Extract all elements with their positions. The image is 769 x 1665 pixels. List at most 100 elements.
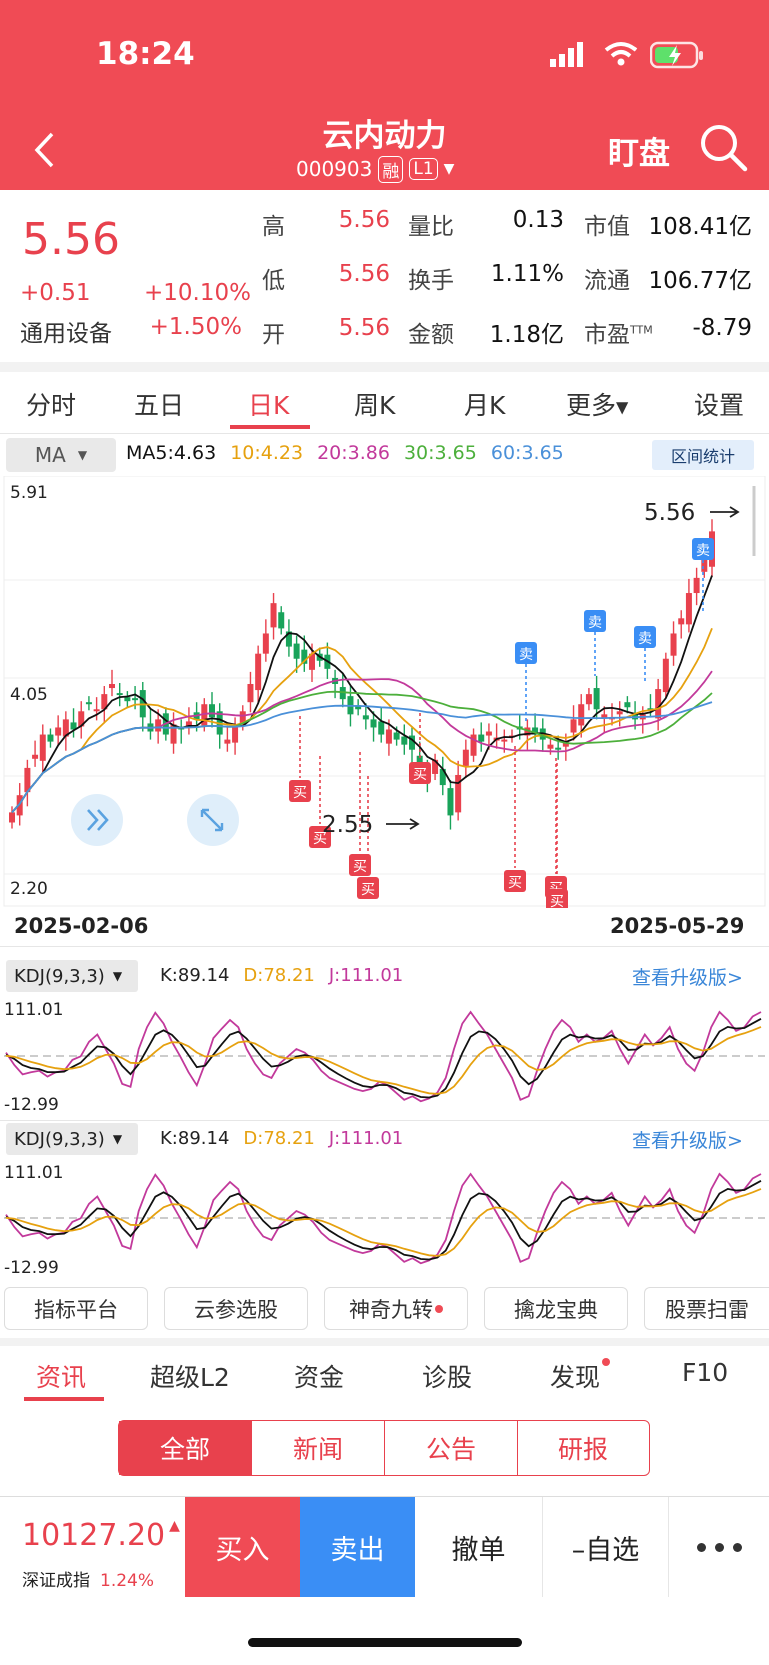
stat-label: 换手 bbox=[408, 268, 454, 294]
divider bbox=[0, 1338, 769, 1346]
upgrade-link[interactable]: 查看升级版> bbox=[632, 967, 743, 989]
candle-body bbox=[670, 633, 677, 656]
chip-dragon-guide[interactable]: 擒龙宝典 bbox=[484, 1287, 628, 1330]
candle-body bbox=[101, 694, 108, 710]
candle-body bbox=[185, 721, 192, 727]
sell-button[interactable]: 卖出 bbox=[300, 1497, 415, 1597]
index-value[interactable]: 10127.20 ▲ bbox=[22, 1518, 180, 1553]
remove-watchlist-button[interactable]: –自选 bbox=[543, 1497, 669, 1597]
price-change: +0.51 bbox=[20, 280, 91, 306]
ma-selector-label: MA bbox=[34, 443, 66, 467]
candle-body bbox=[485, 731, 492, 736]
dot bbox=[714, 1542, 724, 1552]
candle-body bbox=[39, 734, 46, 761]
sell-marker bbox=[634, 626, 656, 648]
candle-body bbox=[93, 709, 100, 712]
watch-button[interactable]: 盯盘 bbox=[608, 136, 670, 172]
chip-stock-scan[interactable]: 股票扫雷 bbox=[644, 1287, 769, 1330]
candle-body bbox=[355, 705, 362, 710]
stat-label: 开 bbox=[262, 322, 285, 348]
ma-value: 60:3.65 bbox=[490, 442, 564, 464]
candle-body bbox=[293, 643, 300, 659]
buy-marker-label: 买 bbox=[413, 767, 427, 783]
home-indicator bbox=[248, 1638, 522, 1647]
kline-chart[interactable]: 5.914.052.20买买买买买买买买卖卖卖卖5.562.55 bbox=[0, 476, 769, 908]
sector-name[interactable]: 通用设备 bbox=[20, 321, 112, 347]
tab-more[interactable]: 更多▼ bbox=[566, 386, 628, 422]
tab-settings[interactable]: 设置 bbox=[694, 391, 745, 420]
sell-marker bbox=[584, 610, 606, 632]
tab-super-l2[interactable]: 超级L2 bbox=[150, 1363, 230, 1392]
candle-body bbox=[655, 689, 662, 719]
tab-f10[interactable]: F10 bbox=[682, 1358, 729, 1387]
candle-body bbox=[562, 741, 569, 747]
tab-weekly-k[interactable]: 周K bbox=[354, 391, 396, 420]
search-icon[interactable] bbox=[698, 122, 748, 172]
ma-value: MA5:4.63 bbox=[126, 442, 217, 464]
ma-value: 20:3.86 bbox=[317, 442, 390, 464]
kdj-selector[interactable]: KDJ(9,3,3) ▼ bbox=[6, 960, 138, 992]
candle-body bbox=[109, 684, 115, 689]
tab-funds[interactable]: 资金 bbox=[294, 1363, 345, 1392]
candle-body bbox=[9, 812, 15, 823]
tab-daily-k[interactable]: 日K bbox=[248, 391, 290, 420]
tab-timeshare[interactable]: 分时 bbox=[26, 391, 77, 420]
more-icon[interactable] bbox=[669, 1497, 769, 1597]
segment-announcements[interactable]: 公告 bbox=[385, 1421, 518, 1475]
tab-monthly-k[interactable]: 月K bbox=[464, 391, 506, 420]
y-min-label: 2.20 bbox=[10, 879, 48, 899]
stat-label: 流通 bbox=[584, 268, 630, 294]
chip-stock-picker[interactable]: 云参选股 bbox=[164, 1287, 308, 1330]
candle-body bbox=[624, 702, 631, 708]
arrow-right-icon bbox=[386, 818, 420, 830]
segment-research[interactable]: 研报 bbox=[557, 1435, 608, 1464]
candle-body bbox=[570, 719, 577, 733]
kdj-chart[interactable] bbox=[0, 996, 769, 1122]
buy-marker-label: 买 bbox=[313, 831, 327, 847]
x-axis-start: 2025-02-06 bbox=[14, 914, 149, 938]
buy-marker-label: 买 bbox=[508, 875, 522, 891]
buy-button[interactable]: 买入 bbox=[185, 1497, 300, 1597]
back-icon[interactable] bbox=[32, 130, 56, 170]
tab-diagnosis[interactable]: 诊股 bbox=[422, 1363, 473, 1392]
kdj-selector[interactable]: KDJ(9,3,3) ▼ bbox=[6, 1123, 138, 1155]
upgrade-link[interactable]: 查看升级版> bbox=[632, 1130, 743, 1152]
buy-marker bbox=[546, 889, 568, 908]
candle-body bbox=[132, 698, 139, 701]
candle-body bbox=[232, 727, 239, 743]
candle-body bbox=[616, 711, 623, 715]
expand-icon bbox=[200, 808, 224, 832]
stat-value: -8.79 bbox=[692, 315, 752, 341]
candle-body bbox=[532, 727, 539, 735]
app-header: 18:24 云内动力 000903 融 L1 ▼ 盯盘 bbox=[0, 0, 769, 190]
chip-magic-nine[interactable]: 神奇九转 bbox=[324, 1287, 468, 1330]
arrow-up-icon: ▲ bbox=[169, 1518, 180, 1534]
stock-code-row[interactable]: 000903 融 L1 ▼ bbox=[296, 154, 454, 184]
segment-news[interactable]: 新闻 bbox=[252, 1421, 385, 1475]
candle-body bbox=[309, 653, 315, 670]
chip-indicator-platform[interactable]: 指标平台 bbox=[4, 1287, 148, 1330]
candle-body bbox=[270, 603, 277, 628]
range-stats-button[interactable]: 区间统计 bbox=[652, 440, 754, 470]
sector-change: +1.50% bbox=[149, 314, 242, 340]
candle-body bbox=[555, 747, 562, 750]
candle-body bbox=[432, 759, 439, 774]
kdj-j: J:111.01 bbox=[328, 965, 404, 986]
y-max-label: 5.91 bbox=[10, 483, 48, 503]
index-value-text: 10127.20 bbox=[22, 1518, 166, 1553]
candle-body bbox=[462, 749, 469, 766]
kdj-chart[interactable] bbox=[0, 1158, 769, 1284]
segment-all[interactable]: 全部 bbox=[119, 1421, 252, 1475]
candle-body bbox=[693, 577, 700, 594]
status-time: 18:24 bbox=[96, 36, 195, 72]
tab-news[interactable]: 资讯 bbox=[36, 1363, 87, 1392]
period-tabbar: 分时 五日 日K 周K 月K 更多▼ 设置 bbox=[0, 372, 769, 434]
stat-value: 5.56 bbox=[338, 315, 390, 341]
tab-five-day[interactable]: 五日 bbox=[134, 391, 185, 420]
candle-body bbox=[393, 732, 400, 740]
margin-badge: 融 bbox=[378, 155, 404, 183]
cancel-order-button[interactable]: 撤单 bbox=[415, 1497, 543, 1597]
kdj-line bbox=[5, 1172, 762, 1265]
level-badge: L1 bbox=[409, 158, 438, 180]
ma-selector[interactable]: MA ▼ bbox=[6, 438, 116, 472]
